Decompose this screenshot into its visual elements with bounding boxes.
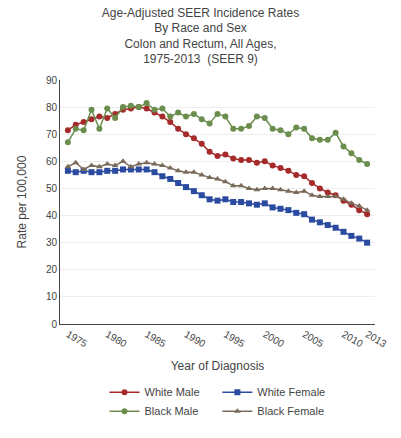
- svg-text:10: 10: [46, 291, 58, 302]
- svg-text:70: 70: [46, 129, 58, 140]
- svg-text:1980: 1980: [104, 329, 129, 350]
- svg-text:80: 80: [46, 102, 58, 113]
- svg-text:2013: 2013: [364, 329, 389, 350]
- svg-text:White Male: White Male: [145, 386, 200, 398]
- svg-text:2000: 2000: [261, 329, 286, 350]
- svg-text:20: 20: [46, 264, 58, 275]
- svg-text:Age-Adjusted SEER Incidence Ra: Age-Adjusted SEER Incidence RatesBy Race…: [102, 6, 299, 67]
- svg-text:1975: 1975: [64, 329, 89, 350]
- svg-text:1985: 1985: [143, 329, 168, 350]
- svg-text:0: 0: [51, 319, 57, 330]
- svg-text:Black Female: Black Female: [257, 405, 324, 417]
- svg-text:Black Male: Black Male: [145, 405, 199, 417]
- svg-text:1990: 1990: [183, 329, 208, 350]
- svg-text:40: 40: [46, 210, 58, 221]
- svg-text:1995: 1995: [222, 329, 247, 350]
- svg-text:Rate per 100,000: Rate per 100,000: [15, 155, 29, 248]
- svg-text:50: 50: [46, 183, 58, 194]
- svg-text:60: 60: [46, 156, 58, 167]
- svg-text:White Female: White Female: [257, 386, 325, 398]
- svg-text:2005: 2005: [301, 329, 326, 350]
- svg-text:90: 90: [46, 75, 58, 86]
- svg-text:2010: 2010: [340, 329, 365, 350]
- svg-text:30: 30: [46, 237, 58, 248]
- svg-text:Year of Diagnosis: Year of Diagnosis: [171, 359, 265, 373]
